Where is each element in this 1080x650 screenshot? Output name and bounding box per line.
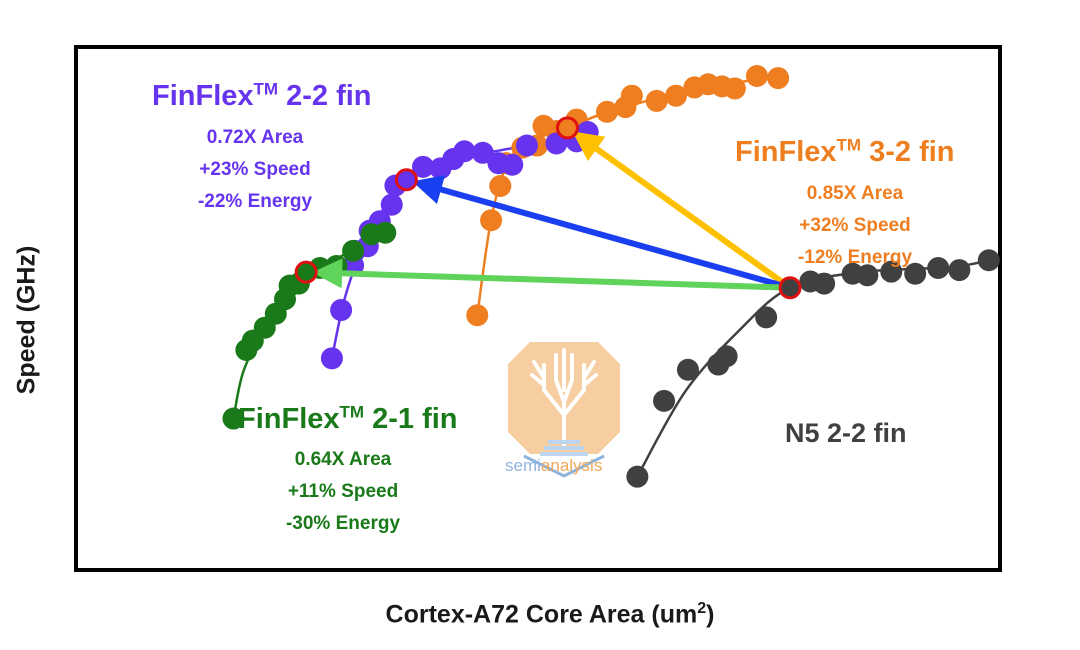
comparison-arrows	[312, 131, 792, 291]
series-stats-finflex-2-1: 0.64X Area +11% Speed -30% Energy	[258, 444, 428, 540]
data-point-finflex-3-2-fin-10	[596, 100, 618, 123]
data-point-finflex-3-2-fin-12	[620, 84, 643, 107]
data-point-n5-2-2-fin-10	[856, 264, 879, 287]
stat-speed: +23% Speed	[199, 159, 311, 180]
series-title-n5-2-2: N5 2-2 fin	[785, 418, 907, 448]
series-stats-finflex-2-2: 0.72X Area +23% Speed -22% Energy	[170, 122, 340, 218]
data-point-finflex-3-2-fin-13	[645, 89, 668, 112]
arrow-to-finflex-3-2-fin	[572, 131, 792, 291]
data-point-finflex-2-2-fin-1	[330, 299, 353, 322]
x-axis-label: Cortex-A72 Core Area (um2)	[0, 600, 1080, 629]
stat-speed: +32% Speed	[799, 215, 911, 236]
reference-point-finflex-2-1-fin	[294, 260, 318, 284]
series-title-main: FinFlex	[735, 136, 837, 168]
data-point-finflex-2-2-fin-7	[380, 193, 403, 216]
stat-area: 0.64X Area	[294, 449, 392, 470]
x-axis-label-suffix: )	[706, 600, 715, 629]
data-point-finflex-2-2-fin-16	[501, 153, 524, 176]
trademark-sup: TM	[253, 79, 279, 99]
data-point-finflex-2-2-fin-14	[471, 141, 494, 164]
trademark-sup: TM	[836, 135, 862, 155]
watermark-text: semianalysis	[505, 456, 603, 475]
reference-point-finflex-3-2-fin	[555, 116, 579, 140]
data-point-n5-2-2-fin-14	[948, 259, 971, 282]
data-point-n5-2-2-fin-5	[755, 306, 778, 329]
reference-points	[294, 116, 802, 300]
data-point-n5-2-2-fin-11	[880, 260, 903, 283]
data-point-n5-2-2-fin-0	[626, 465, 649, 488]
data-point-finflex-3-2-fin-2	[489, 175, 512, 198]
tree-octagon-logo-icon	[508, 342, 620, 478]
data-point-finflex-3-2-fin-20	[767, 67, 790, 90]
series-title-suffix: 3-2 fin	[861, 136, 955, 168]
data-point-finflex-3-2-fin-18	[723, 77, 746, 100]
series-title-finflex-2-2: FinFlexTM 2-2 fin	[152, 80, 372, 113]
series-title-finflex-3-2: FinFlexTM 3-2 fin	[735, 136, 955, 169]
series-title-main: FinFlex	[152, 80, 254, 112]
series-title-main: FinFlex	[238, 403, 340, 435]
data-point-finflex-2-2-fin-10	[412, 155, 434, 178]
x-axis-label-main: Cortex-A72 Core Area (um	[385, 600, 698, 629]
x-axis-label-sup: 2	[697, 600, 707, 617]
data-point-finflex-2-1-fin-11	[342, 239, 365, 262]
stat-area: 0.72X Area	[206, 127, 304, 148]
arrow-to-finflex-2-1-fin	[312, 258, 791, 291]
data-point-finflex-2-1-fin-13	[374, 221, 397, 244]
data-point-finflex-3-2-fin-14	[665, 84, 687, 107]
trademark-sup: TM	[339, 402, 365, 422]
data-point-finflex-3-2-fin-1	[480, 209, 503, 232]
series-stats-finflex-3-2: 0.85X Area +32% Speed -12% Energy	[770, 178, 940, 274]
data-point-n5-2-2-fin-1	[653, 389, 676, 412]
arrow-to-finflex-2-2-fin	[412, 175, 791, 291]
data-point-finflex-3-2-fin-0	[466, 304, 489, 327]
data-point-n5-2-2-fin-12	[904, 262, 927, 285]
plot-frame	[74, 45, 1002, 572]
data-point-n5-2-2-fin-15	[977, 249, 1000, 272]
data-point-n5-2-2-fin-4	[715, 345, 738, 368]
reference-point-n5-2-2-fin	[778, 276, 802, 300]
data-point-finflex-2-2-fin-0	[320, 347, 343, 370]
reference-point-finflex-2-2-fin	[394, 168, 418, 192]
data-point-finflex-2-1-fin-0	[222, 407, 245, 430]
y-axis-label: Speed (GHz)	[12, 245, 41, 395]
series-title-suffix: 2-1 fin	[364, 403, 458, 435]
stat-area: 0.85X Area	[806, 183, 904, 204]
series-title-finflex-2-1: FinFlexTM 2-1 fin	[238, 403, 458, 436]
stat-energy: -22% Energy	[197, 191, 313, 212]
stat-energy: -30% Energy	[285, 513, 401, 534]
data-point-n5-2-2-fin-2	[676, 358, 699, 381]
data-point-finflex-2-2-fin-13	[453, 140, 476, 163]
data-point-finflex-3-2-fin-19	[745, 64, 768, 87]
stat-speed: +11% Speed	[287, 481, 399, 502]
stat-energy: -12% Energy	[797, 247, 913, 268]
data-point-finflex-2-2-fin-17	[515, 134, 538, 157]
series-title-suffix: 2-2 fin	[278, 80, 372, 112]
data-point-n5-2-2-fin-8	[813, 272, 836, 295]
data-point-n5-2-2-fin-13	[927, 257, 950, 280]
